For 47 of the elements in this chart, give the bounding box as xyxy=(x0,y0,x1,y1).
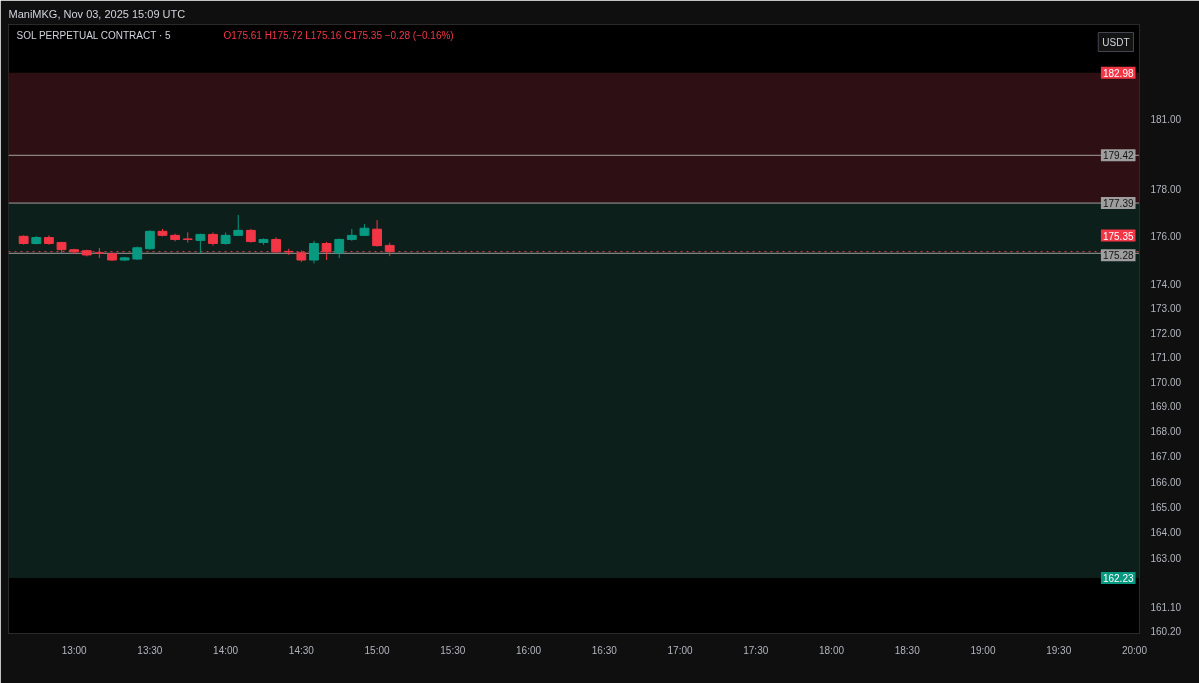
y-tick-label: 178.00 xyxy=(1150,183,1182,195)
x-tick-label: 16:30 xyxy=(591,644,618,656)
y-tick-label: 170.00 xyxy=(1150,376,1182,388)
y-tick-label: 173.00 xyxy=(1150,303,1182,315)
x-tick-label: 13:30 xyxy=(137,644,163,656)
band-label: 162.23 xyxy=(1102,573,1134,585)
annotation: USDT xyxy=(1102,36,1130,48)
y-tick-label: 172.00 xyxy=(1150,327,1182,339)
x-tick-label: 19:00 xyxy=(970,644,996,656)
ref-line-label: 179.42 xyxy=(1102,150,1134,162)
text: ManiMKG, Nov 03, 2025 15:09 UTC xyxy=(8,7,186,20)
x-tick-label: 18:30 xyxy=(894,644,921,656)
candlestick xyxy=(182,231,193,244)
ref-line-label: 175.28 xyxy=(1102,250,1134,262)
ref-line-label: 177.39 xyxy=(1102,198,1134,210)
y-tick-label: 167.00 xyxy=(1150,451,1182,463)
y-tick-label: 160.20 xyxy=(1150,625,1182,637)
y-tick-label: 176.00 xyxy=(1150,231,1182,243)
y-tick-label: 169.00 xyxy=(1150,401,1182,413)
x-tick-label: 15:30 xyxy=(440,644,466,656)
x-tick-label: 20:00 xyxy=(1121,644,1148,656)
text: SOL PERPETUAL CONTRACT · 5 xyxy=(16,29,172,41)
x-tick-label: 17:00 xyxy=(667,644,693,656)
y-tick-label: 161.10 xyxy=(1150,602,1182,614)
candlestick xyxy=(334,237,345,259)
y-tick-label: 174.00 xyxy=(1150,279,1182,291)
y-tick-label: 166.00 xyxy=(1150,476,1182,488)
band-label: 182.98 xyxy=(1102,67,1134,79)
x-tick-label: 14:30 xyxy=(288,644,315,656)
x-tick-label: 14:00 xyxy=(213,644,239,656)
text: O175.61 H175.72 L175.16 C175.35 −0.28 (−0.16%) xyxy=(223,29,454,41)
x-tick-label: 13:00 xyxy=(61,644,88,656)
y-tick-label: 168.00 xyxy=(1150,426,1182,438)
y-tick-label: 164.00 xyxy=(1150,527,1182,539)
y-tick-label: 165.00 xyxy=(1150,501,1182,513)
y-tick-label: 181.00 xyxy=(1150,113,1182,125)
y-tick-label: 163.00 xyxy=(1150,553,1182,565)
candlestick xyxy=(372,219,382,248)
ref-line-label: 175.35 xyxy=(1102,230,1134,242)
x-tick-label: 16:00 xyxy=(516,644,542,656)
x-tick-label: 18:00 xyxy=(818,644,845,656)
candlestick xyxy=(309,240,319,264)
x-tick-label: 17:30 xyxy=(743,644,769,656)
x-tick-label: 19:30 xyxy=(1046,644,1072,656)
candlestick xyxy=(144,229,155,251)
x-tick-label: 15:00 xyxy=(364,644,391,656)
y-tick-label: 171.00 xyxy=(1150,352,1182,364)
